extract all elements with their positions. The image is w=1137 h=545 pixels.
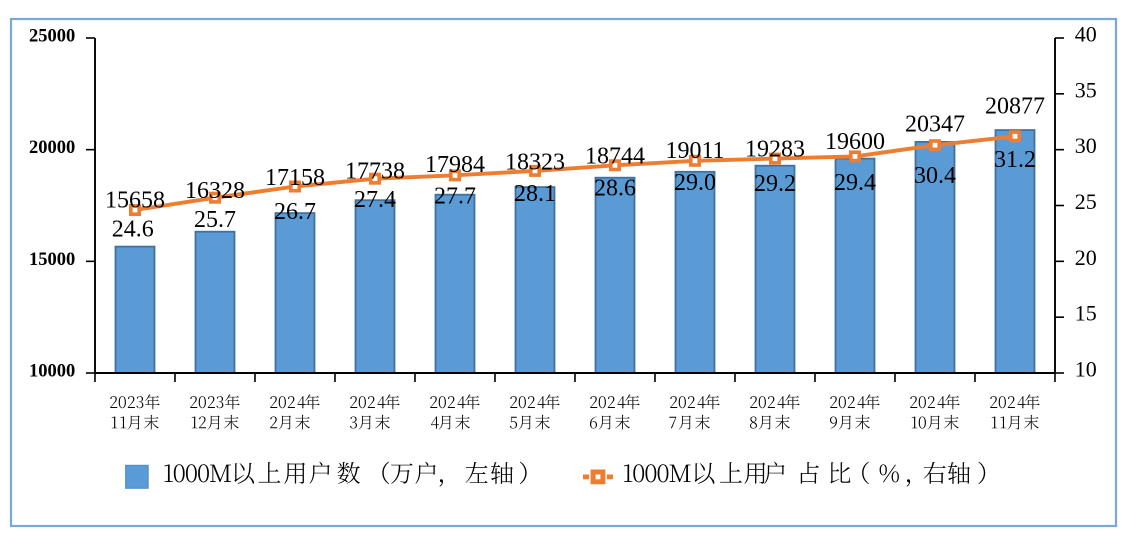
svg-text:25: 25: [1075, 189, 1097, 214]
svg-text:20877: 20877: [985, 93, 1045, 119]
svg-text:17738: 17738: [345, 159, 405, 185]
svg-text:35: 35: [1075, 77, 1097, 102]
svg-text:17158: 17158: [265, 165, 325, 191]
svg-text:20: 20: [1075, 245, 1097, 270]
svg-text:19283: 19283: [745, 137, 805, 163]
svg-text:27.7: 27.7: [434, 183, 476, 209]
svg-text:31.2: 31.2: [994, 147, 1036, 173]
svg-text:10000: 10000: [29, 362, 75, 382]
svg-text:30: 30: [1075, 133, 1097, 158]
svg-text:24.6: 24.6: [112, 217, 154, 243]
svg-text:15658: 15658: [105, 188, 165, 214]
svg-text:19600: 19600: [825, 129, 885, 155]
svg-text:10: 10: [1075, 357, 1097, 382]
svg-text:18323: 18323: [505, 149, 565, 175]
svg-text:15000: 15000: [29, 250, 75, 270]
svg-text:20347: 20347: [905, 112, 965, 138]
svg-text:27.4: 27.4: [354, 187, 396, 213]
svg-text:25000: 25000: [29, 27, 75, 47]
svg-text:29.0: 29.0: [674, 170, 716, 196]
svg-text:20000: 20000: [29, 138, 75, 158]
svg-text:16328: 16328: [185, 178, 245, 204]
svg-text:17984: 17984: [425, 152, 485, 178]
svg-text:18744: 18744: [585, 144, 645, 170]
svg-text:25.7: 25.7: [194, 207, 236, 233]
svg-text:29.4: 29.4: [834, 170, 876, 196]
svg-text:28.1: 28.1: [514, 181, 556, 207]
svg-text:26.7: 26.7: [274, 199, 316, 225]
svg-text:29.2: 29.2: [754, 171, 796, 197]
svg-text:30.4: 30.4: [914, 163, 956, 189]
svg-text:19011: 19011: [665, 138, 724, 164]
svg-text:28.6: 28.6: [594, 175, 636, 201]
svg-text:40: 40: [1075, 22, 1097, 47]
svg-text:15: 15: [1075, 301, 1097, 326]
